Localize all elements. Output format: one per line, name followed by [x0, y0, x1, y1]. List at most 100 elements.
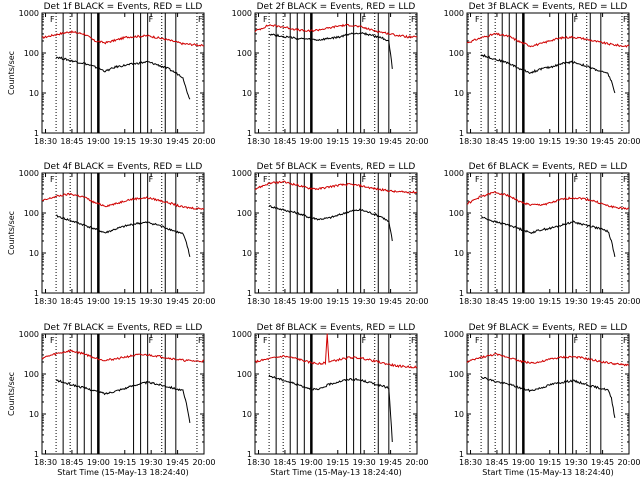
events-series-line: [480, 216, 616, 258]
flag-marker: F: [198, 15, 203, 24]
y-tick-label: 1: [459, 289, 464, 298]
flag-marker: F: [362, 15, 367, 24]
flag-marker: F: [411, 336, 416, 345]
x-tick-label: 19:15: [113, 297, 136, 306]
flag-marker: F: [623, 175, 628, 184]
lld-series-line: [466, 32, 630, 48]
y-tick-label: 10: [454, 89, 464, 98]
x-tick-label: 19:15: [538, 137, 561, 146]
lld-series-line: [41, 29, 205, 47]
x-tick-label: 18:45: [485, 137, 508, 146]
events-series-line: [56, 214, 191, 258]
panel-6: F F F 1 10 100 1000 18:30 18:45 19:00 19:15 19:30 19…: [444, 162, 640, 306]
plot-frame: [254, 12, 418, 134]
flag-marker: F: [475, 336, 480, 345]
x-tick-label: 19:15: [326, 297, 349, 306]
chart-title: Det 1f BLACK = Events, RED = LLD: [44, 2, 203, 12]
x-tick-label: 18:45: [485, 297, 508, 306]
y-tick-label: 1: [247, 289, 252, 298]
x-tick-label: 19:00: [87, 137, 110, 146]
lld-series-line: [466, 191, 630, 210]
flag-marker: F: [263, 175, 268, 184]
flag-marker: F: [475, 175, 480, 184]
flag-marker: F: [149, 175, 154, 184]
chart-title: Det 3f BLACK = Events, RED = LLD: [469, 2, 628, 12]
flag-marker: F: [574, 15, 579, 24]
flag-marker: F: [623, 15, 628, 24]
x-tick-label: 19:30: [565, 458, 588, 467]
x-tick-label: 18:30: [459, 297, 482, 306]
y-tick-label: 1: [459, 450, 464, 459]
chart-title: Det 6f BLACK = Events, RED = LLD: [469, 162, 628, 172]
flag-marker: F: [50, 336, 55, 345]
x-tick-label: 19:30: [353, 137, 376, 146]
flag-marker: F: [411, 175, 416, 184]
x-tick-label: 19:00: [512, 458, 535, 467]
x-tick-label: 19:15: [113, 137, 136, 146]
plot-frame: [254, 172, 418, 294]
x-tick-label: 19:45: [379, 297, 402, 306]
x-tick-label: 20:00: [192, 458, 215, 467]
panel-5: F F F 1 10 100 1000 18:30 18:45 19:00 19:15 19:30 19…: [232, 162, 429, 306]
lld-series-line: [41, 192, 205, 210]
x-tick-label: 19:00: [512, 137, 535, 146]
x-axis-label: Start Time (15-May-13 18:24:40): [270, 468, 401, 477]
x-tick-label: 19:15: [538, 297, 561, 306]
flag-marker: F: [574, 336, 579, 345]
x-tick-label: 20:00: [617, 458, 640, 467]
y-tick-label: 1000: [444, 9, 464, 18]
x-tick-label: 18:30: [247, 458, 270, 467]
y-tick-label: 1000: [19, 9, 39, 18]
flag-marker: F: [411, 15, 416, 24]
events-series-line: [268, 31, 393, 69]
flag-marker: F: [149, 336, 154, 345]
panel-7: F F F 1 10 100 1000 18:30 18:45 19:00 19:15 19:30 19…: [7, 323, 216, 477]
x-tick-label: 18:45: [60, 297, 83, 306]
panel-3: F F F 1 10 100 1000 18:30 18:45 19:00 19:15 19:30 19…: [444, 2, 640, 146]
flag-marker: F: [149, 15, 154, 24]
x-tick-label: 18:45: [273, 137, 296, 146]
flag-marker: F: [263, 15, 268, 24]
x-tick-label: 19:30: [565, 297, 588, 306]
x-tick-label: 18:30: [34, 297, 57, 306]
lld-series-line: [254, 333, 418, 369]
x-tick-label: 19:45: [379, 137, 402, 146]
y-tick-label: 100: [24, 370, 39, 379]
plot-frame: [466, 172, 630, 294]
lld-series-line: [254, 23, 418, 39]
chart-title: Det 4f BLACK = Events, RED = LLD: [44, 162, 203, 172]
y-tick-label: 1000: [232, 169, 252, 178]
y-tick-label: 100: [24, 209, 39, 218]
lld-series-line: [466, 353, 630, 367]
y-axis-label: Counts/sec: [7, 51, 16, 95]
y-tick-label: 1000: [19, 330, 39, 339]
x-tick-label: 19:30: [140, 137, 163, 146]
y-tick-label: 100: [237, 370, 252, 379]
x-tick-label: 18:30: [247, 137, 270, 146]
panel-8: F F F 1 10 100 1000 18:30 18:45 19:00 19:15 19:30 19…: [232, 323, 429, 477]
x-tick-label: 19:45: [166, 458, 189, 467]
y-tick-label: 1000: [232, 9, 252, 18]
x-tick-label: 20:00: [192, 297, 215, 306]
flag-marker: F: [362, 175, 367, 184]
y-tick-label: 1: [34, 289, 39, 298]
x-tick-label: 18:30: [34, 458, 57, 467]
flag-marker: F: [362, 336, 367, 345]
x-tick-label: 19:15: [113, 458, 136, 467]
y-tick-label: 100: [449, 209, 464, 218]
flag-marker: F: [198, 175, 203, 184]
x-tick-label: 18:30: [34, 137, 57, 146]
lld-series-line: [254, 180, 418, 194]
x-tick-label: 20:00: [405, 458, 428, 467]
x-tick-label: 19:45: [166, 137, 189, 146]
chart-title: Det 7f BLACK = Events, RED = LLD: [44, 323, 203, 333]
plot-frame: [41, 12, 205, 134]
plot-frame: [41, 172, 205, 294]
y-tick-label: 10: [29, 89, 39, 98]
y-tick-label: 1000: [232, 330, 252, 339]
y-tick-label: 1000: [444, 169, 464, 178]
x-tick-label: 18:45: [273, 458, 296, 467]
y-axis-label: Counts/sec: [7, 211, 16, 255]
flag-marker: F: [574, 175, 579, 184]
x-axis-label: Start Time (15-May-13 18:24:40): [482, 468, 613, 477]
